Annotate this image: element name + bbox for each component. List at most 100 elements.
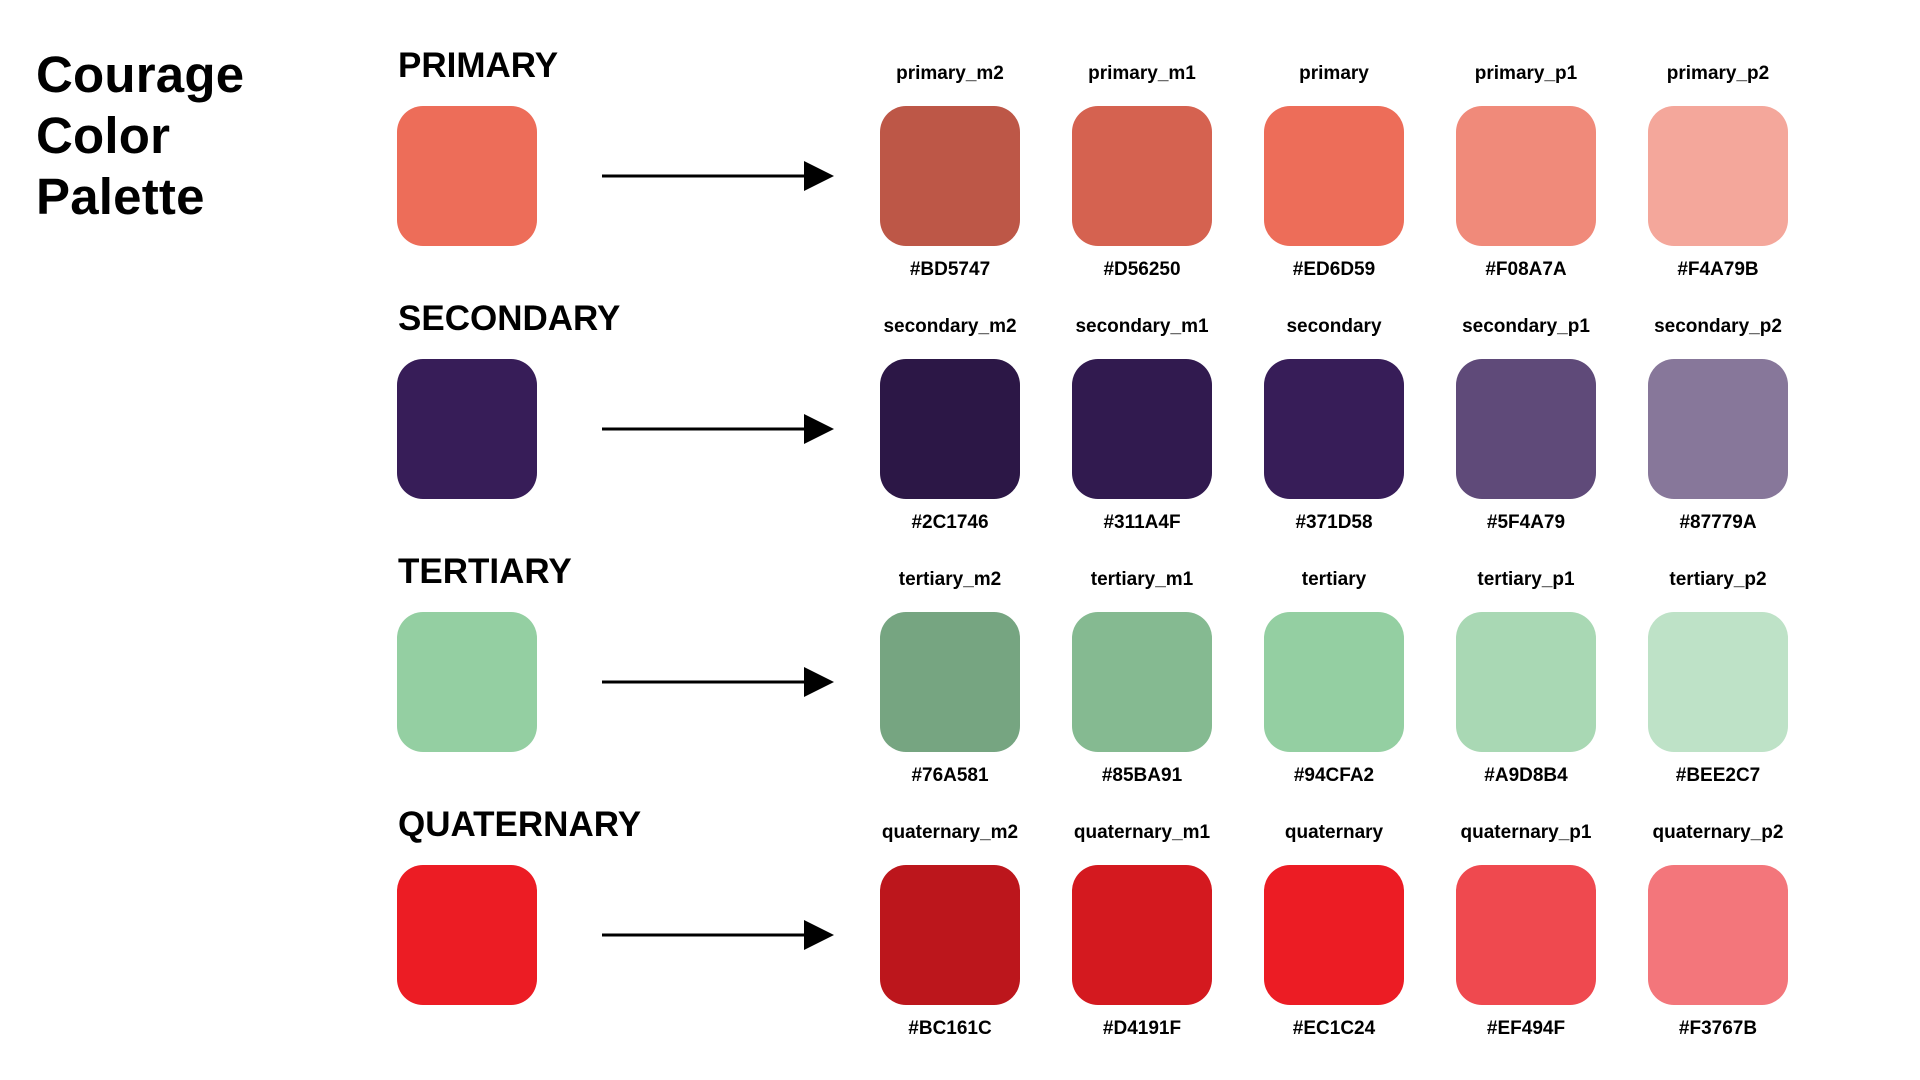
variant-hex: #F08A7A	[1485, 259, 1567, 280]
variant-hex: #ED6D59	[1292, 259, 1376, 280]
variant-name: tertiary_m2	[898, 569, 1002, 590]
variant-quaternary-m2: quaternary_m2 #BC161C	[855, 821, 1045, 1051]
variant-secondary-p1: secondary_p1 #5F4A79	[1431, 315, 1621, 545]
variant-hex: #F4A79B	[1677, 259, 1759, 280]
variant-hex: #D56250	[1103, 259, 1181, 280]
row-title-quaternary: QUATERNARY	[398, 805, 642, 844]
color-swatch	[1456, 106, 1596, 246]
variant-name: tertiary_p1	[1477, 569, 1575, 590]
variant-quaternary-m1: quaternary_m1 #D4191F	[1047, 821, 1237, 1051]
color-swatch	[880, 865, 1020, 1005]
variant-name: primary	[1299, 63, 1369, 84]
palette-row-primary: PRIMARY primary_m2 #BD5747 primary_m1 #D…	[0, 45, 1920, 297]
variant-name: primary_p1	[1474, 63, 1578, 84]
row-title-secondary: SECONDARY	[398, 299, 621, 338]
variant-name: quaternary_m1	[1073, 822, 1211, 843]
color-swatch	[1072, 106, 1212, 246]
variant-name: tertiary_p2	[1669, 569, 1767, 590]
variant-name: quaternary	[1284, 822, 1384, 843]
palette-row-quaternary: QUATERNARY quaternary_m2 #BC161C quatern…	[0, 804, 1920, 1056]
color-swatch	[880, 359, 1020, 499]
variant-name: primary_p2	[1666, 63, 1770, 84]
variant-name: secondary_p1	[1462, 316, 1590, 337]
variant-hex: #94CFA2	[1293, 765, 1375, 786]
variant-secondary: secondary #371D58	[1239, 315, 1429, 545]
variant-secondary-m2: secondary_m2 #2C1746	[855, 315, 1045, 545]
arrow-right-icon	[602, 920, 834, 950]
variant-hex: #F3767B	[1678, 1018, 1758, 1039]
variant-hex: #A9D8B4	[1484, 765, 1568, 786]
palette-row-tertiary: TERTIARY tertiary_m2 #76A581 tertiary_m1…	[0, 551, 1920, 803]
variant-tertiary-m2: tertiary_m2 #76A581	[855, 568, 1045, 798]
variant-hex: #BD5747	[909, 259, 991, 280]
variant-name: tertiary_m1	[1090, 569, 1194, 590]
row-title-tertiary: TERTIARY	[398, 552, 572, 591]
page-title-line-3: Palette	[36, 168, 205, 225]
variant-hex: #311A4F	[1103, 512, 1181, 533]
page-title-line-2: Color	[36, 107, 171, 164]
color-swatch	[1072, 612, 1212, 752]
variant-hex: #5F4A79	[1486, 512, 1566, 533]
variant-tertiary: tertiary #94CFA2	[1239, 568, 1429, 798]
color-swatch	[1648, 865, 1788, 1005]
page-title-line-1: Courage	[36, 46, 245, 103]
variant-hex: #EF494F	[1486, 1018, 1566, 1039]
color-swatch	[1264, 359, 1404, 499]
color-swatch	[1456, 865, 1596, 1005]
variant-name: primary_m1	[1088, 63, 1196, 84]
color-swatch	[1264, 865, 1404, 1005]
variant-tertiary-p1: tertiary_p1 #A9D8B4	[1431, 568, 1621, 798]
variant-name: quaternary_m2	[881, 822, 1019, 843]
variant-primary-p2: primary_p2 #F4A79B	[1623, 62, 1813, 292]
variant-name: quaternary_p2	[1652, 822, 1784, 843]
color-swatch	[1648, 106, 1788, 246]
page-title: Courage Color Palette	[36, 44, 244, 227]
variant-hex: #EC1C24	[1292, 1018, 1376, 1039]
color-swatch	[880, 612, 1020, 752]
variant-hex: #BEE2C7	[1675, 765, 1761, 786]
variant-primary: primary #ED6D59	[1239, 62, 1429, 292]
arrow-right-icon	[602, 414, 834, 444]
variant-quaternary-p2: quaternary_p2 #F3767B	[1623, 821, 1813, 1051]
variant-secondary-p2: secondary_p2 #87779A	[1623, 315, 1813, 545]
variant-hex: #371D58	[1295, 512, 1373, 533]
color-swatch	[1456, 612, 1596, 752]
base-swatch-quaternary	[397, 865, 537, 1005]
variant-name: secondary_m2	[883, 316, 1017, 337]
color-swatch	[1648, 359, 1788, 499]
variant-name: secondary_m1	[1075, 316, 1209, 337]
color-swatch	[1264, 106, 1404, 246]
variant-name: secondary	[1286, 316, 1382, 337]
color-swatch	[1264, 612, 1404, 752]
arrow-right-icon	[602, 161, 834, 191]
variant-name: primary_m2	[896, 63, 1004, 84]
color-swatch	[1072, 359, 1212, 499]
variant-quaternary: quaternary #EC1C24	[1239, 821, 1429, 1051]
color-swatch	[1072, 865, 1212, 1005]
variant-primary-m2: primary_m2 #BD5747	[855, 62, 1045, 292]
base-swatch-primary	[397, 106, 537, 246]
base-swatch-secondary	[397, 359, 537, 499]
color-swatch	[1648, 612, 1788, 752]
variant-secondary-m1: secondary_m1 #311A4F	[1047, 315, 1237, 545]
variant-primary-m1: primary_m1 #D56250	[1047, 62, 1237, 292]
palette-row-secondary: SECONDARY secondary_m2 #2C1746 secondary…	[0, 298, 1920, 550]
variant-hex: #87779A	[1679, 512, 1757, 533]
variant-hex: #85BA91	[1101, 765, 1183, 786]
variant-tertiary-p2: tertiary_p2 #BEE2C7	[1623, 568, 1813, 798]
variant-primary-p1: primary_p1 #F08A7A	[1431, 62, 1621, 292]
variant-name: quaternary_p1	[1460, 822, 1592, 843]
variant-name: secondary_p2	[1654, 316, 1782, 337]
color-swatch	[880, 106, 1020, 246]
variant-hex: #2C1746	[911, 512, 989, 533]
variant-tertiary-m1: tertiary_m1 #85BA91	[1047, 568, 1237, 798]
variant-hex: #76A581	[911, 765, 989, 786]
arrow-right-icon	[602, 667, 834, 697]
variant-quaternary-p1: quaternary_p1 #EF494F	[1431, 821, 1621, 1051]
row-title-primary: PRIMARY	[398, 46, 559, 85]
variant-hex: #D4191F	[1102, 1018, 1182, 1039]
variant-hex: #BC161C	[908, 1018, 992, 1039]
base-swatch-tertiary	[397, 612, 537, 752]
variant-name: tertiary	[1301, 569, 1367, 590]
color-swatch	[1456, 359, 1596, 499]
